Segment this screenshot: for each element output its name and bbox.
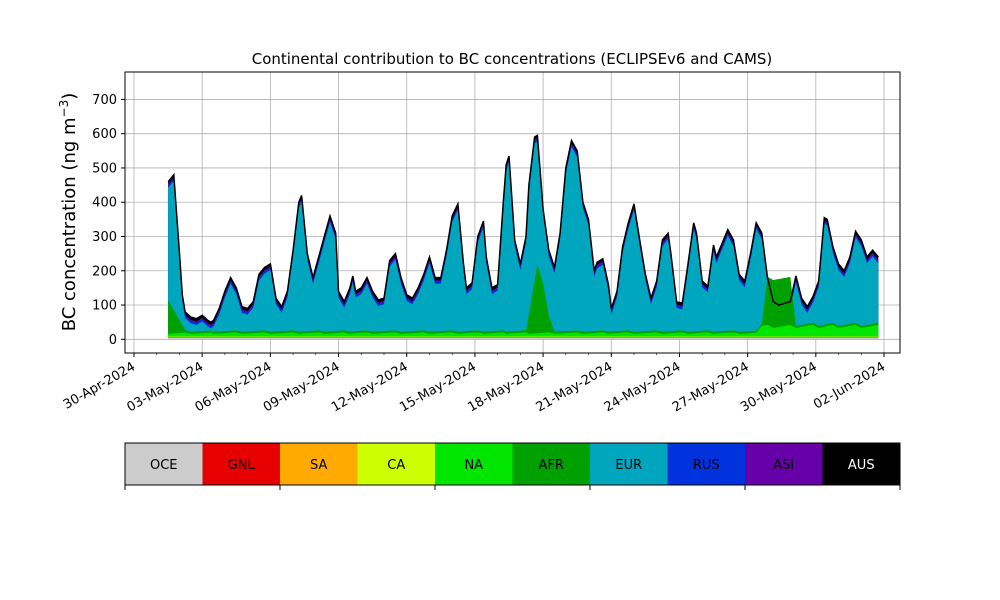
y-tick-label: 600 <box>92 127 117 142</box>
y-axis-label-close: ) <box>59 93 80 100</box>
x-tick-label: 27-May-2024 <box>670 359 752 415</box>
legend-swatch-aus <box>822 443 900 485</box>
series-area-oce <box>168 337 879 340</box>
y-tick-label: 400 <box>92 196 117 211</box>
legend: OCE GNL SA CA NA AFR EUR RUS ASI AUS <box>124 442 901 490</box>
legend-label-na: NA <box>464 458 483 473</box>
legend-label-afr: AFR <box>539 458 564 473</box>
legend-swatch-oce <box>125 443 203 485</box>
y-axis-label-text: BC concentration (ng m <box>59 117 80 331</box>
legend-label-oce: OCE <box>150 458 178 473</box>
y-tick-label: 500 <box>92 161 117 176</box>
y-tick-label: 100 <box>92 299 117 314</box>
legend-swatch-gnl <box>202 443 280 485</box>
x-tick-label: 02-Jun-2024 <box>811 359 888 412</box>
x-tick-label: 03-May-2024 <box>125 359 207 415</box>
legend-swatch-eur <box>590 443 668 485</box>
legend-label-aus: AUS <box>848 458 875 473</box>
series-area-na <box>168 324 879 340</box>
legend-swatch-afr <box>512 443 590 485</box>
y-axis-label-sup: −3 <box>57 100 71 118</box>
y-tick-label: 700 <box>92 93 117 108</box>
x-tick-label: 09-May-2024 <box>261 359 343 415</box>
legend-swatch-asi <box>745 443 823 485</box>
legend-swatch-na <box>435 443 513 485</box>
legend-label-asi: ASI <box>773 458 794 473</box>
plot-area <box>167 134 879 340</box>
legend-label-ca: CA <box>387 458 405 473</box>
legend-swatch-sa <box>280 443 358 485</box>
legend-label-sa: SA <box>310 458 327 473</box>
legend-frame <box>124 442 901 486</box>
y-axis-label: BC concentration (ng m−3) <box>57 93 80 332</box>
x-tick-label: 24-May-2024 <box>602 359 684 415</box>
x-tick-label: 21-May-2024 <box>534 359 616 415</box>
legend-label-eur: EUR <box>615 458 642 473</box>
x-tick-label: 30-May-2024 <box>738 359 820 415</box>
legend-swatch-rus <box>667 443 745 485</box>
legend-swatch-ca <box>357 443 435 485</box>
chart-title: Continental contribution to BC concentra… <box>252 50 773 68</box>
x-tick-label: 06-May-2024 <box>193 359 275 415</box>
legend-label-gnl: GNL <box>228 458 256 473</box>
series-area-eur <box>168 141 879 340</box>
y-tick-label: 0 <box>109 333 117 348</box>
series-line-aus <box>167 134 879 324</box>
x-tick-label: 12-May-2024 <box>329 359 411 415</box>
legend-label-rus: RUS <box>693 458 720 473</box>
y-tick-label: 200 <box>92 264 117 279</box>
plot-frame <box>124 71 901 354</box>
y-tick-label: 300 <box>92 230 117 245</box>
x-tick-label: 15-May-2024 <box>397 359 479 415</box>
x-tick-label: 18-May-2024 <box>465 359 547 415</box>
